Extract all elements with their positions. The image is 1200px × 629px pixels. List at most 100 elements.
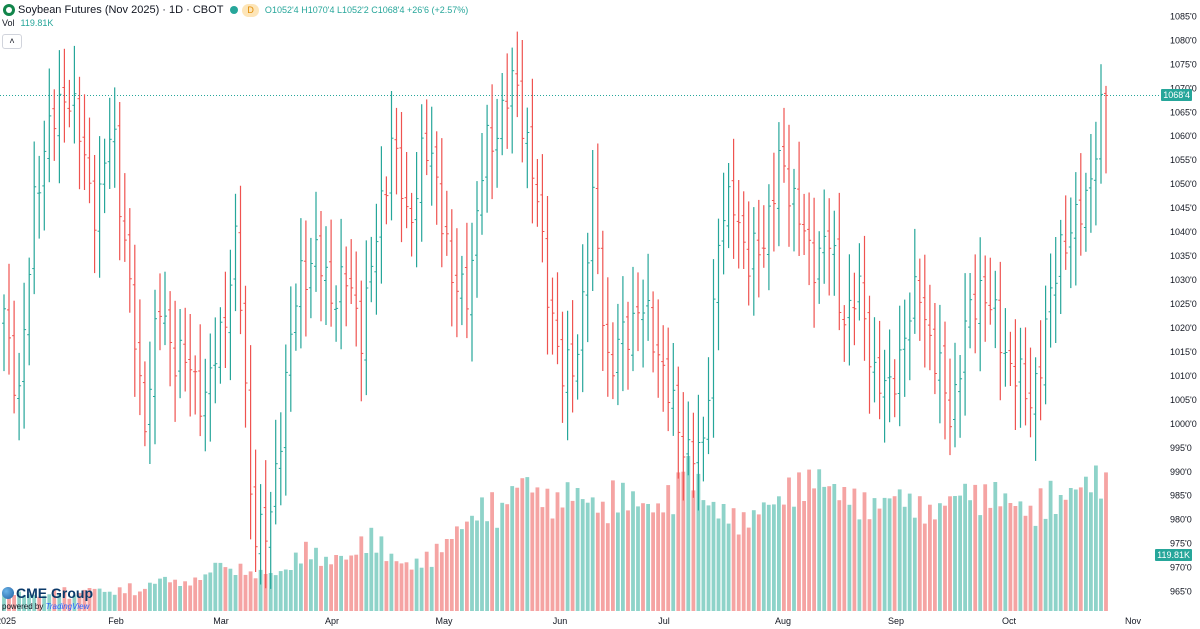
volume-bar	[455, 526, 459, 611]
volume-bar	[983, 484, 988, 611]
volume-bar	[163, 576, 167, 611]
volume-bar	[802, 501, 806, 611]
volume-bar	[515, 487, 520, 611]
volume-bar	[475, 520, 479, 611]
volume-bar	[500, 502, 505, 611]
volume-bar	[429, 566, 434, 611]
volume-bar	[490, 492, 494, 611]
chart-header: Soybean Futures (Nov 2025) · 1D · CBOT D…	[0, 2, 468, 18]
symbol-title[interactable]: Soybean Futures (Nov 2025) · 1D · CBOT	[18, 4, 224, 16]
x-tick-label: Oct	[1002, 616, 1017, 626]
volume-bar	[495, 527, 499, 611]
branding: CME Group powered by TradingView	[2, 585, 93, 611]
y-tick-label: 1040'0	[1170, 227, 1197, 237]
volume-bar	[57, 594, 62, 611]
volume-bar	[1073, 489, 1078, 611]
volume-bar	[746, 527, 751, 611]
volume-bar	[97, 588, 102, 611]
volume-bar	[696, 473, 701, 611]
volume-bar	[912, 517, 917, 611]
volume-bar	[424, 551, 429, 611]
volume-bar	[1028, 505, 1033, 611]
volume-bar	[666, 485, 671, 611]
volume-bar	[777, 496, 781, 611]
volume-bar	[168, 582, 172, 611]
close-value: 1068'4	[377, 5, 405, 15]
volume-bar	[611, 480, 615, 611]
volume-bar	[364, 553, 369, 611]
volume-bar	[319, 565, 323, 611]
volume-bar	[585, 502, 590, 611]
volume-bar	[867, 519, 872, 611]
volume-bar	[117, 587, 122, 611]
volume-bar	[605, 523, 610, 611]
volume-bar	[756, 514, 761, 611]
volume-bar	[2, 593, 6, 611]
volume-bar	[183, 581, 187, 611]
volume-bar	[258, 569, 263, 611]
volume-bar	[369, 527, 374, 611]
volume-bar	[721, 504, 726, 611]
chevron-up-icon[interactable]: ˄	[2, 34, 22, 49]
low-label: L	[336, 5, 342, 15]
volume-bar	[525, 477, 530, 611]
volume-bar	[827, 486, 832, 611]
volume-bar	[283, 569, 288, 611]
volume-bar	[107, 591, 112, 611]
volume-bar	[545, 488, 550, 611]
volume-bar	[807, 469, 811, 611]
y-tick-label: 1050'0	[1170, 179, 1197, 189]
volume-bar	[304, 541, 308, 611]
volume-bar	[505, 504, 510, 611]
x-tick-label: May	[435, 616, 453, 626]
volume-bar	[1104, 472, 1108, 611]
volume-bar	[278, 571, 283, 611]
volume-bar	[203, 574, 208, 611]
volume-bar	[122, 593, 127, 611]
volume-bar	[1058, 495, 1063, 611]
volume-bar	[535, 487, 540, 611]
low-value: 1052'2	[341, 5, 369, 15]
volume-bar	[67, 598, 72, 611]
volume-bar	[691, 490, 696, 611]
volume-bar	[444, 539, 449, 611]
volume-bar	[631, 491, 635, 611]
volume-bar	[530, 492, 535, 611]
volume-bar	[560, 507, 565, 611]
volume-bar	[434, 543, 439, 611]
volume-bar	[902, 506, 907, 611]
volume-bar	[731, 508, 736, 611]
volume-bar	[379, 536, 384, 611]
volume-bar	[761, 502, 766, 611]
y-tick-label: 1075'0	[1170, 59, 1197, 69]
interval-badge[interactable]: D	[242, 3, 259, 17]
high-value: 1070'4	[307, 5, 335, 15]
volume-bar	[1043, 518, 1048, 611]
volume-bar	[540, 507, 545, 611]
volume-bar	[22, 595, 26, 611]
x-tick-label: Apr	[325, 616, 339, 626]
y-tick-label: 1065'0	[1170, 107, 1197, 117]
volume-bar	[565, 482, 570, 611]
x-tick-label: Feb	[108, 616, 124, 626]
volume-bar	[92, 588, 97, 611]
x-tick-label: Jul	[658, 616, 670, 626]
volume-bar	[374, 552, 379, 611]
volume-bar	[248, 571, 253, 611]
volume-bar	[817, 469, 822, 611]
last-price-tag: 1068'4	[1161, 89, 1192, 101]
x-tick-label: Aug	[775, 616, 791, 626]
volume-bar	[460, 529, 464, 611]
powered-by[interactable]: powered by TradingView	[2, 602, 93, 611]
volume-bar	[575, 488, 580, 611]
volume-bar	[857, 519, 862, 611]
tradingview-text: TradingView	[45, 602, 90, 611]
volume-bar	[681, 471, 686, 611]
y-tick-label: 1015'0	[1170, 347, 1197, 357]
cme-logo[interactable]: CME Group	[2, 585, 93, 601]
volume-bar	[1048, 480, 1053, 611]
y-tick-label: 1020'0	[1170, 323, 1197, 333]
volume-bar	[973, 484, 978, 611]
volume-bar	[907, 493, 912, 611]
